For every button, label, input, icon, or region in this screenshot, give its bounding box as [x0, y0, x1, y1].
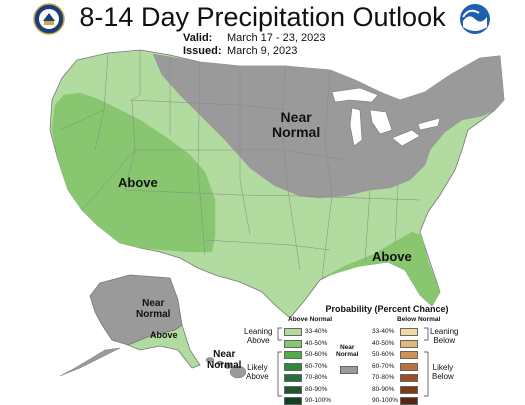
legend-above-swatch	[284, 374, 302, 382]
label-near-normal-alaska: Near Normal	[136, 298, 171, 320]
legend-title: Probability (Percent Chance)	[325, 304, 449, 314]
legend-leaning-above: Leaning Above	[244, 327, 273, 345]
legend-above-label: 70-80%	[305, 374, 328, 381]
north-near-normal-region	[152, 53, 505, 199]
valid-value: March 17 - 23, 2023	[227, 32, 326, 44]
legend-below-label: 70-80%	[372, 374, 395, 381]
legend-above-swatch	[284, 362, 302, 371]
state-boundaries	[59, 50, 421, 279]
great-lakes	[331, 87, 441, 147]
southeast-above-region	[321, 231, 441, 307]
label-near-normal-north: Near Normal	[272, 109, 321, 141]
commerce-seal-icon	[33, 3, 65, 35]
label-above-west: Above	[118, 175, 158, 190]
legend-above-label: 80-90%	[305, 385, 328, 393]
legend-below-swatch	[400, 339, 418, 348]
legend-likely-above: Likely Above	[246, 363, 269, 381]
legend-above-label: 33-40%	[305, 328, 328, 335]
alaska-above-region	[126, 324, 201, 369]
legend-below-label: 80-90%	[372, 385, 395, 393]
legend-below-swatch	[400, 328, 418, 336]
page-title: 8-14 Day Precipitation Outlook	[79, 2, 446, 32]
issued-value: March 9, 2023	[227, 45, 298, 57]
label-near-normal-hawaii: Near Normal	[207, 349, 242, 371]
legend-below-label: 50-60%	[372, 351, 395, 358]
legend-below-label: 33-40%	[372, 328, 395, 335]
legend-above-label: 90-100%	[305, 397, 332, 404]
legend-below-swatch	[400, 374, 418, 382]
legend-leaning-below: Leaning Below	[430, 327, 459, 345]
legend-above-label: 60-70%	[305, 362, 328, 370]
west-above-region	[51, 92, 216, 253]
legend-above-swatch	[284, 351, 302, 359]
aleutians	[59, 347, 121, 377]
legend-above-label: 40-50%	[305, 339, 328, 347]
legend-near-normal-swatch	[340, 366, 358, 374]
legend-below-label: 90-100%	[372, 397, 399, 404]
legend-below-label: 60-70%	[372, 362, 395, 370]
legend-below-label: 40-50%	[372, 339, 395, 347]
issued-label: Issued:	[183, 45, 222, 57]
date-block: Valid: March 17 - 23, 2023 Issued: March 9…	[183, 32, 325, 58]
legend-likely-below: Likely Below	[432, 363, 454, 381]
label-above-alaska: Above	[150, 330, 178, 340]
legend-above-swatch	[284, 339, 302, 348]
label-above-southeast: Above	[372, 249, 412, 264]
noaa-logo-icon	[460, 4, 490, 34]
legend-below-header: Below Normal	[397, 316, 441, 323]
legend-below-swatch	[400, 351, 418, 359]
legend-near-normal-header: Near Normal	[336, 344, 359, 359]
valid-label: Valid:	[183, 32, 213, 44]
hawaii-islands	[205, 357, 247, 379]
legend-above-header: Above Normal	[288, 316, 333, 323]
legend-below-swatch	[400, 385, 418, 394]
legend-above-label: 50-60%	[305, 351, 328, 358]
legend-above-swatch	[284, 328, 302, 336]
legend-above-swatch	[284, 385, 302, 394]
legend-below-swatch	[400, 362, 418, 371]
